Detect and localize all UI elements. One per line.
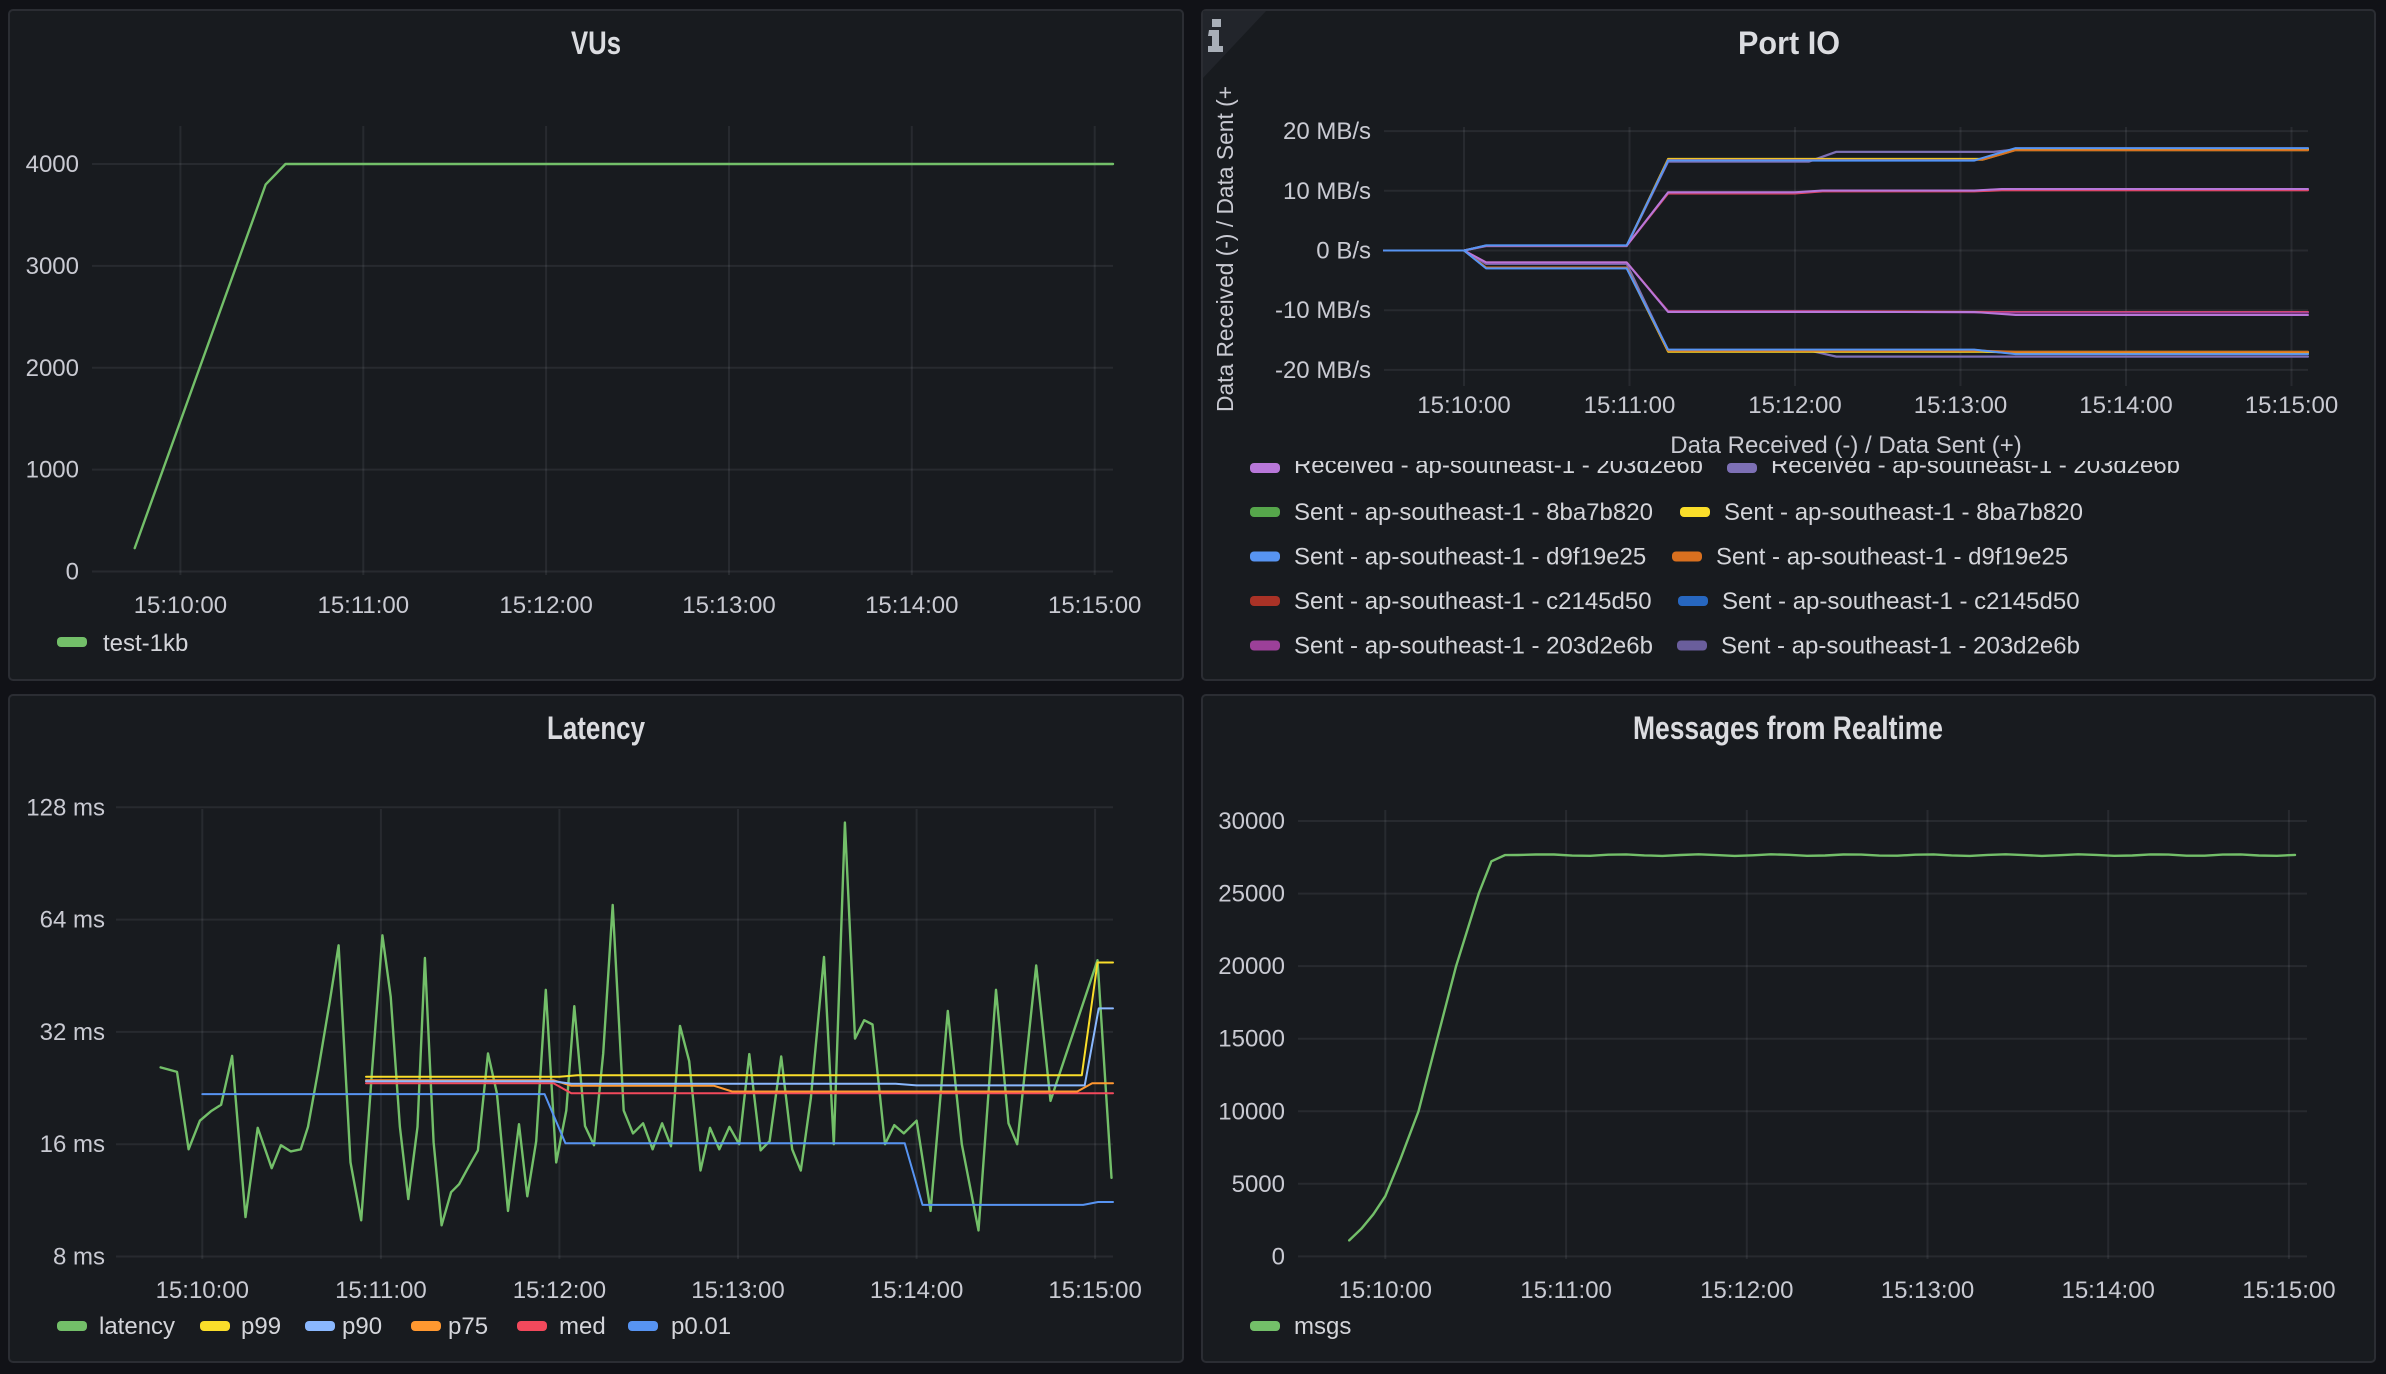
svg-text:30000: 30000: [1218, 808, 1285, 835]
svg-text:15:12:00: 15:12:00: [513, 1277, 606, 1304]
svg-text:p0.01: p0.01: [671, 1313, 731, 1340]
svg-text:-10 MB/s: -10 MB/s: [1275, 297, 1371, 324]
svg-text:Received - ap-southeast-1 - 20: Received - ap-southeast-1 - 203d2e6b: [1294, 452, 1703, 479]
svg-text:8 ms: 8 ms: [53, 1244, 105, 1271]
svg-text:3000: 3000: [26, 253, 79, 280]
svg-text:Sent - ap-southeast-1 - d9f19e: Sent - ap-southeast-1 - d9f19e25: [1716, 544, 2068, 571]
svg-text:15:13:00: 15:13:00: [682, 592, 775, 619]
svg-text:p99: p99: [241, 1313, 281, 1340]
svg-text:25000: 25000: [1218, 881, 1285, 908]
svg-text:15:12:00: 15:12:00: [1748, 392, 1841, 419]
svg-text:p75: p75: [448, 1313, 488, 1340]
svg-text:15:10:00: 15:10:00: [1417, 392, 1510, 419]
svg-text:15:10:00: 15:10:00: [156, 1277, 249, 1304]
svg-text:15:14:00: 15:14:00: [2061, 1277, 2154, 1304]
svg-text:VUs: VUs: [571, 25, 621, 61]
svg-text:Sent - ap-southeast-1 - c2145d: Sent - ap-southeast-1 - c2145d50: [1722, 588, 2080, 615]
svg-text:128 ms: 128 ms: [26, 794, 105, 821]
svg-text:20000: 20000: [1218, 953, 1285, 980]
svg-text:Sent - ap-southeast-1 - 8ba7b8: Sent - ap-southeast-1 - 8ba7b820: [1294, 499, 1653, 526]
svg-text:0: 0: [1272, 1243, 1285, 1270]
svg-text:15:15:00: 15:15:00: [2242, 1277, 2335, 1304]
svg-text:15:11:00: 15:11:00: [1520, 1277, 1612, 1304]
svg-text:Sent - ap-southeast-1 - 8ba7b8: Sent - ap-southeast-1 - 8ba7b820: [1724, 499, 2083, 526]
svg-text:15:11:00: 15:11:00: [1584, 392, 1676, 419]
svg-text:0: 0: [66, 559, 79, 586]
svg-text:15:10:00: 15:10:00: [134, 592, 227, 619]
svg-text:Data Received (-) / Data Sent: Data Received (-) / Data Sent (+): [1670, 432, 2021, 459]
svg-text:1000: 1000: [26, 457, 79, 484]
svg-text:15:15:00: 15:15:00: [1048, 592, 1141, 619]
svg-text:15:14:00: 15:14:00: [865, 592, 958, 619]
svg-text:Sent - ap-southeast-1 - c2145d: Sent - ap-southeast-1 - c2145d50: [1294, 588, 1652, 615]
svg-text:0 B/s: 0 B/s: [1316, 238, 1371, 265]
svg-text:16 ms: 16 ms: [40, 1131, 105, 1158]
svg-text:15:13:00: 15:13:00: [691, 1277, 784, 1304]
svg-text:15:14:00: 15:14:00: [870, 1277, 963, 1304]
svg-text:20 MB/s: 20 MB/s: [1283, 118, 1371, 145]
svg-text:Sent - ap-southeast-1 - 203d2e: Sent - ap-southeast-1 - 203d2e6b: [1294, 633, 1653, 660]
svg-text:msgs: msgs: [1294, 1313, 1351, 1340]
svg-text:med: med: [559, 1313, 606, 1340]
svg-text:Latency: Latency: [547, 710, 645, 746]
svg-text:2000: 2000: [26, 355, 79, 382]
svg-text:10 MB/s: 10 MB/s: [1283, 178, 1371, 205]
svg-text:-20 MB/s: -20 MB/s: [1275, 357, 1371, 384]
svg-text:15:12:00: 15:12:00: [1700, 1277, 1793, 1304]
svg-text:Messages from Realtime: Messages from Realtime: [1633, 710, 1943, 746]
svg-text:Sent - ap-southeast-1 - d9f19e: Sent - ap-southeast-1 - d9f19e25: [1294, 544, 1646, 571]
svg-text:test-1kb: test-1kb: [103, 630, 188, 657]
svg-text:15:13:00: 15:13:00: [1914, 392, 2007, 419]
svg-text:15:13:00: 15:13:00: [1881, 1277, 1974, 1304]
svg-text:4000: 4000: [26, 151, 79, 178]
svg-text:15:12:00: 15:12:00: [499, 592, 592, 619]
svg-text:Received - ap-southeast-1 - 20: Received - ap-southeast-1 - 203d2e6b: [1771, 452, 2180, 479]
svg-text:10000: 10000: [1218, 1098, 1285, 1125]
svg-text:15:11:00: 15:11:00: [335, 1277, 427, 1304]
svg-text:15:10:00: 15:10:00: [1339, 1277, 1432, 1304]
svg-text:5000: 5000: [1232, 1171, 1285, 1198]
svg-text:15:14:00: 15:14:00: [2079, 392, 2172, 419]
svg-text:32 ms: 32 ms: [40, 1019, 105, 1046]
svg-text:15:15:00: 15:15:00: [2245, 392, 2338, 419]
svg-text:15000: 15000: [1218, 1026, 1285, 1053]
svg-text:latency: latency: [99, 1313, 175, 1340]
svg-text:15:15:00: 15:15:00: [1048, 1277, 1141, 1304]
svg-text:Port IO: Port IO: [1738, 25, 1840, 61]
svg-text:15:11:00: 15:11:00: [317, 592, 409, 619]
svg-text:Sent - ap-southeast-1 - 203d2e: Sent - ap-southeast-1 - 203d2e6b: [1721, 633, 2080, 660]
svg-text:64 ms: 64 ms: [40, 907, 105, 934]
svg-text:p90: p90: [342, 1313, 382, 1340]
svg-text:Data Received (-) / Data Sent: Data Received (-) / Data Sent (+: [1212, 86, 1238, 412]
